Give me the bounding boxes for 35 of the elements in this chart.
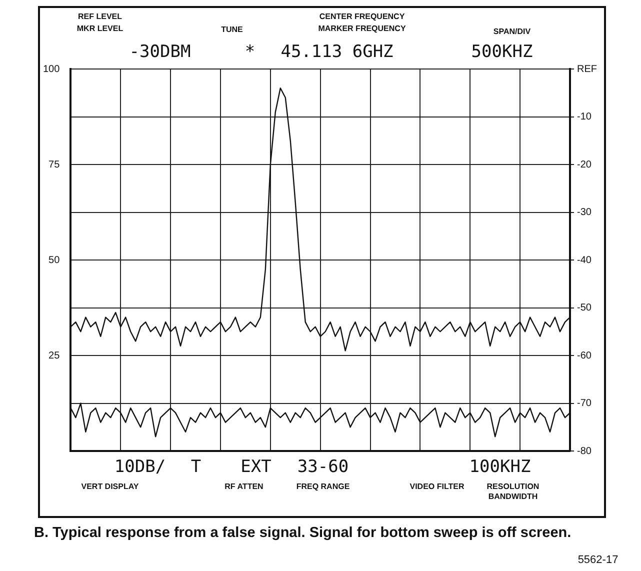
- y2-tick-label: 50: [48, 254, 60, 266]
- text: TUNE: [221, 25, 243, 34]
- text: MARKER FREQUENCY: [318, 24, 406, 33]
- y-tick-label: -10: [577, 112, 592, 122]
- y-tick-label: -30: [577, 207, 592, 218]
- text: B. Typical response from a false signal. Signal for bottom sweep is off screen.: [34, 524, 572, 543]
- text: T: [190, 457, 202, 477]
- y-tick-label: -20: [577, 159, 592, 170]
- y-tick-label: REF: [577, 64, 597, 75]
- y-tick-label: -80: [577, 446, 592, 457]
- text: 10DB/: [114, 457, 166, 477]
- text: SPAN/DIV: [493, 27, 531, 36]
- y2-tick-label: 75: [48, 159, 60, 170]
- text: MKR LEVEL: [76, 24, 124, 33]
- text: VERT DISPLAY: [80, 482, 140, 492]
- y-tick-label: -60: [577, 350, 592, 362]
- text: -30DBM: [129, 42, 191, 62]
- text: RESOLUTION BANDWIDTH: [486, 482, 540, 502]
- text: 100KHZ: [469, 457, 531, 477]
- y-tick-label: -40: [577, 254, 592, 266]
- y-tick-label: -50: [577, 302, 592, 314]
- text: CENTER FREQUENCY: [319, 12, 405, 21]
- text: 5562-17: [578, 554, 618, 566]
- text: 33-60: [297, 457, 349, 477]
- y2-tick-label: 25: [48, 350, 60, 362]
- y2-tick-label: 100: [42, 64, 60, 75]
- text: 45.113 6GHZ: [280, 42, 394, 62]
- text: EXT: [240, 457, 272, 477]
- text: REF LEVEL: [78, 12, 122, 21]
- text: 500KHZ: [471, 42, 533, 62]
- text: VIDEO FILTER: [408, 482, 466, 492]
- text: FREQ RANGE: [295, 482, 351, 492]
- text: RF ATTEN: [224, 482, 264, 492]
- y-tick-label: -70: [577, 398, 592, 409]
- text: *: [244, 42, 256, 62]
